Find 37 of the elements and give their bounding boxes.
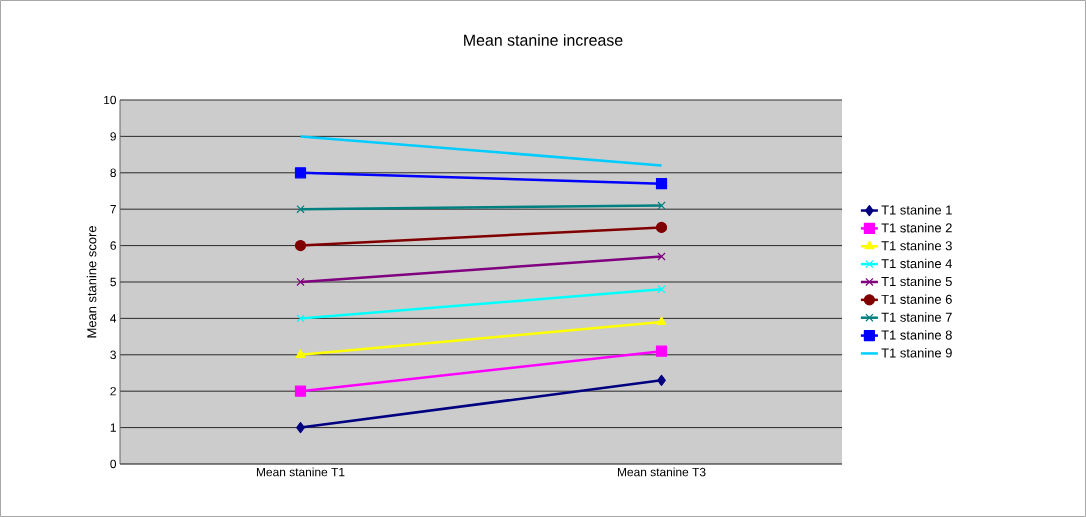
y-tick-label: 8 (110, 168, 116, 178)
y-tick-label: 5 (110, 277, 116, 287)
y-tick-label: 7 (110, 205, 116, 214)
y-tick-label: 2 (110, 387, 116, 396)
point (296, 277, 305, 287)
legend-label: T1 stanine 7 (881, 312, 952, 322)
y-tick-label: 9 (110, 132, 116, 141)
legend-label: T1 stanine 4 (881, 258, 953, 269)
y-axis-title: Mean stanine score (86, 226, 97, 338)
legend-label: T1 stanine 2 (881, 222, 952, 233)
chart-title: Mean stanine increase (464, 34, 623, 46)
y-tick-label: 1 (110, 423, 116, 432)
point (655, 178, 668, 190)
point (296, 205, 305, 214)
y-tick-label: 3 (110, 350, 116, 360)
point (655, 221, 668, 233)
x-tick-label: Mean stanine T3 (617, 467, 706, 477)
legend-label: T1 stanine 3 (881, 240, 952, 251)
legend-label: T1 stanine 5 (881, 276, 952, 287)
point (294, 239, 307, 252)
y-tick-label: 4 (110, 314, 117, 323)
legend-label: T1 stanine 6 (881, 294, 952, 304)
x-tick-label: Mean stanine T1 (256, 467, 345, 477)
legend-label: T1 stanine 1 (881, 205, 952, 215)
point (294, 167, 307, 179)
y-tick-label: 6 (110, 241, 116, 250)
y-tick-label: 0 (110, 459, 117, 469)
point (296, 314, 305, 323)
point (657, 252, 666, 261)
point (657, 201, 666, 210)
y-tick-label: 10 (104, 95, 117, 105)
legend-label: T1 stanine 8 (881, 330, 952, 340)
point (655, 345, 668, 357)
legend-label: T1 stanine 9 (881, 348, 952, 358)
point (657, 285, 666, 294)
point (294, 385, 307, 397)
point (657, 374, 666, 386)
